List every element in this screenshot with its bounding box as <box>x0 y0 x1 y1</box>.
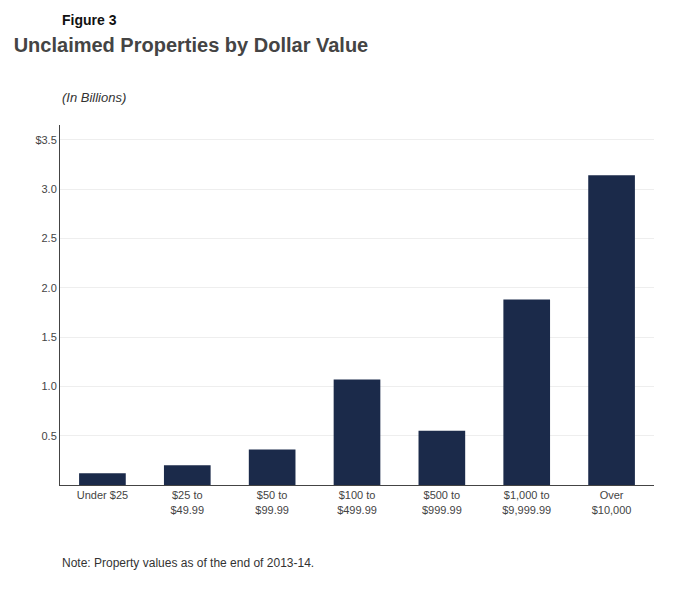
svg-text:Under $25: Under $25 <box>77 489 128 501</box>
svg-text:1.0: 1.0 <box>42 380 57 392</box>
svg-text:Unclaimed Properties by Dollar: Unclaimed Properties by Dollar Value <box>14 34 369 56</box>
svg-text:$3.5: $3.5 <box>35 134 56 146</box>
svg-text:$100 to$499.99: $100 to$499.99 <box>337 489 377 515</box>
svg-text:(In Billions): (In Billions) <box>62 90 126 105</box>
svg-text:$500 to$999.99: $500 to$999.99 <box>422 489 462 515</box>
svg-text:$1,000 to$9,999.99: $1,000 to$9,999.99 <box>502 489 551 515</box>
svg-text:Figure 3: Figure 3 <box>62 12 117 28</box>
svg-text:2.5: 2.5 <box>42 232 57 244</box>
svg-text:2.0: 2.0 <box>42 282 57 294</box>
svg-text:1.5: 1.5 <box>42 331 57 343</box>
svg-text:0.5: 0.5 <box>42 430 57 442</box>
svg-text:$50 to$99.99: $50 to$99.99 <box>255 489 289 515</box>
svg-text:3.0: 3.0 <box>42 183 57 195</box>
svg-text:Note: Property values as of th: Note: Property values as of the end of 2… <box>62 556 314 570</box>
svg-text:$25 to$49.99: $25 to$49.99 <box>170 489 204 515</box>
svg-text:Over$10,000: Over$10,000 <box>592 489 632 515</box>
